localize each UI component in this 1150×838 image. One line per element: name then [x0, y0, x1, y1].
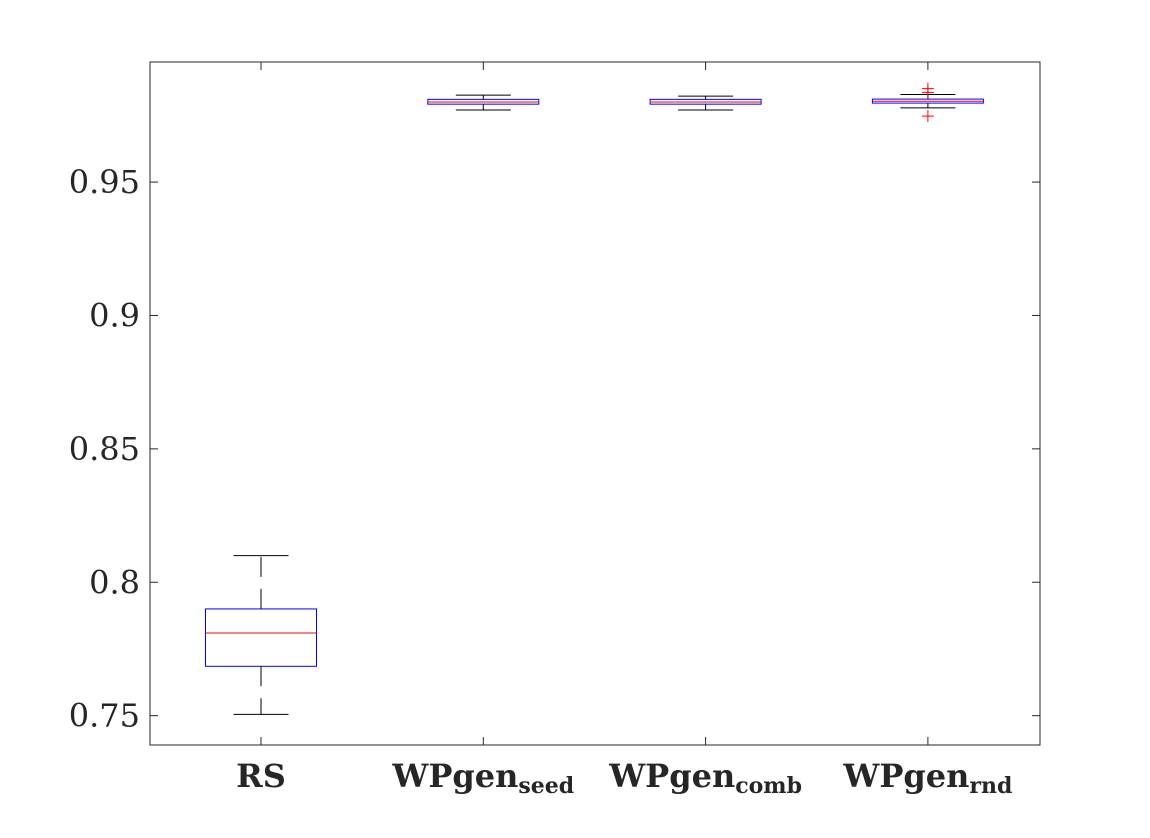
category-subscript: comb: [735, 773, 802, 799]
category-subscript: seed: [518, 773, 574, 799]
box-group: [871, 82, 984, 123]
x-category-label: WPgenseed: [391, 757, 574, 799]
x-category-label: WPgenrnd: [842, 757, 1012, 799]
box-group: [649, 95, 762, 111]
y-tick-label: 0.8: [89, 563, 140, 601]
category-subscript: rnd: [969, 773, 1012, 799]
category-name: WPgen: [391, 757, 518, 795]
x-category-label: RS: [236, 757, 286, 795]
y-tick-label: 0.9: [89, 296, 140, 334]
box-series: [205, 82, 984, 715]
box-group: [427, 94, 540, 111]
outlier-marker: [921, 110, 934, 123]
x-axis: RS WPgenseed WPgencomb WPgenrnd: [236, 62, 1012, 799]
iqr-box: [205, 608, 317, 667]
category-name: WPgen: [608, 757, 735, 795]
y-tick-label: 0.75: [69, 697, 140, 735]
x-category-label: WPgencomb: [608, 757, 802, 799]
outlier-marker: [921, 82, 934, 95]
plot-area: [149, 61, 1041, 746]
category-name: WPgen: [842, 757, 969, 795]
category-name: RS: [236, 757, 286, 795]
box-group: [205, 555, 317, 715]
y-tick-label: 0.95: [69, 163, 140, 201]
y-axis: 0.75 0.8 0.85 0.9 0.95: [69, 163, 1040, 735]
y-tick-label: 0.85: [69, 430, 140, 468]
